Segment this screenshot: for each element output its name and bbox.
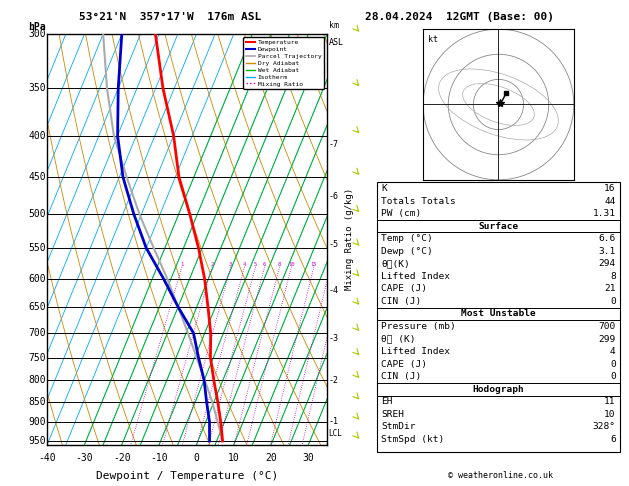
- Text: 328°: 328°: [593, 422, 616, 432]
- Text: 600: 600: [28, 274, 46, 284]
- Text: Lifted Index: Lifted Index: [381, 347, 450, 356]
- Text: hPa: hPa: [28, 22, 46, 32]
- Text: 6: 6: [610, 435, 616, 444]
- Text: 0: 0: [610, 360, 616, 369]
- Text: Dewpoint / Temperature (°C): Dewpoint / Temperature (°C): [96, 471, 278, 482]
- Text: 5: 5: [254, 262, 257, 267]
- Text: θᴄ (K): θᴄ (K): [381, 334, 416, 344]
- Text: Hodograph: Hodograph: [472, 385, 525, 394]
- Text: CAPE (J): CAPE (J): [381, 360, 427, 369]
- Text: PW (cm): PW (cm): [381, 209, 421, 218]
- Text: 15: 15: [311, 262, 317, 267]
- Text: 1.31: 1.31: [593, 209, 616, 218]
- Text: -20: -20: [113, 453, 131, 463]
- Text: 20: 20: [265, 453, 277, 463]
- Text: StmSpd (kt): StmSpd (kt): [381, 435, 445, 444]
- Text: StmDir: StmDir: [381, 422, 416, 432]
- Text: 350: 350: [28, 84, 46, 93]
- Text: Lifted Index: Lifted Index: [381, 272, 450, 281]
- Text: Totals Totals: Totals Totals: [381, 196, 456, 206]
- Text: -40: -40: [38, 453, 56, 463]
- Text: 0: 0: [194, 453, 199, 463]
- Text: 900: 900: [28, 417, 46, 427]
- Text: 53°21'N  357°17'W  176m ASL: 53°21'N 357°17'W 176m ASL: [79, 12, 261, 22]
- Text: 10: 10: [288, 262, 295, 267]
- Text: 4: 4: [610, 347, 616, 356]
- Text: 950: 950: [28, 436, 46, 446]
- Text: 4: 4: [243, 262, 246, 267]
- Text: 3.1: 3.1: [599, 247, 616, 256]
- Legend: Temperature, Dewpoint, Parcel Trajectory, Dry Adiabat, Wet Adiabat, Isotherm, Mi: Temperature, Dewpoint, Parcel Trajectory…: [243, 37, 324, 89]
- Text: K: K: [381, 184, 387, 193]
- Text: 450: 450: [28, 172, 46, 182]
- Text: 1: 1: [180, 262, 184, 267]
- Text: 300: 300: [28, 29, 46, 39]
- Text: CIN (J): CIN (J): [381, 297, 421, 306]
- Text: Most Unstable: Most Unstable: [461, 310, 536, 318]
- Text: EH: EH: [381, 397, 392, 406]
- Text: 550: 550: [28, 243, 46, 253]
- Text: -3: -3: [329, 334, 339, 343]
- Text: 30: 30: [303, 453, 314, 463]
- Text: -10: -10: [150, 453, 168, 463]
- Text: 294: 294: [599, 260, 616, 268]
- Text: 44: 44: [604, 196, 616, 206]
- Text: -1: -1: [329, 417, 339, 426]
- Text: © weatheronline.co.uk: © weatheronline.co.uk: [448, 471, 552, 480]
- Text: 0: 0: [610, 372, 616, 381]
- Text: Surface: Surface: [479, 222, 518, 231]
- Text: 8: 8: [278, 262, 281, 267]
- Text: 6.6: 6.6: [599, 234, 616, 243]
- Text: 8: 8: [610, 272, 616, 281]
- Text: -2: -2: [329, 376, 339, 385]
- Text: -7: -7: [329, 140, 339, 149]
- Text: 10: 10: [604, 410, 616, 419]
- Text: kt: kt: [428, 35, 438, 44]
- Text: Temp (°C): Temp (°C): [381, 234, 433, 243]
- Text: 0: 0: [610, 297, 616, 306]
- Text: ASL: ASL: [329, 38, 344, 47]
- Text: Mixing Ratio (g/kg): Mixing Ratio (g/kg): [345, 188, 353, 291]
- Text: 400: 400: [28, 131, 46, 140]
- Text: Dewp (°C): Dewp (°C): [381, 247, 433, 256]
- Text: CIN (J): CIN (J): [381, 372, 421, 381]
- Text: 10: 10: [228, 453, 240, 463]
- Text: -4: -4: [329, 286, 339, 295]
- Text: -5: -5: [329, 240, 339, 249]
- Text: 28.04.2024  12GMT (Base: 00): 28.04.2024 12GMT (Base: 00): [365, 12, 554, 22]
- Text: 21: 21: [604, 284, 616, 294]
- Text: 11: 11: [604, 397, 616, 406]
- Text: CAPE (J): CAPE (J): [381, 284, 427, 294]
- Text: km: km: [329, 21, 339, 30]
- Text: θᴄ(K): θᴄ(K): [381, 260, 410, 268]
- Text: 650: 650: [28, 302, 46, 312]
- Text: 2: 2: [210, 262, 214, 267]
- Text: 299: 299: [599, 334, 616, 344]
- Text: 3: 3: [229, 262, 232, 267]
- Text: LCL: LCL: [328, 429, 342, 438]
- Text: 750: 750: [28, 352, 46, 363]
- Text: -30: -30: [75, 453, 93, 463]
- Text: Pressure (mb): Pressure (mb): [381, 322, 456, 331]
- Text: 500: 500: [28, 209, 46, 219]
- Text: 850: 850: [28, 397, 46, 407]
- Text: 800: 800: [28, 375, 46, 385]
- Text: SREH: SREH: [381, 410, 404, 419]
- Text: -6: -6: [329, 192, 339, 201]
- Text: 700: 700: [599, 322, 616, 331]
- Text: 16: 16: [604, 184, 616, 193]
- Text: 700: 700: [28, 328, 46, 338]
- Text: 6: 6: [263, 262, 266, 267]
